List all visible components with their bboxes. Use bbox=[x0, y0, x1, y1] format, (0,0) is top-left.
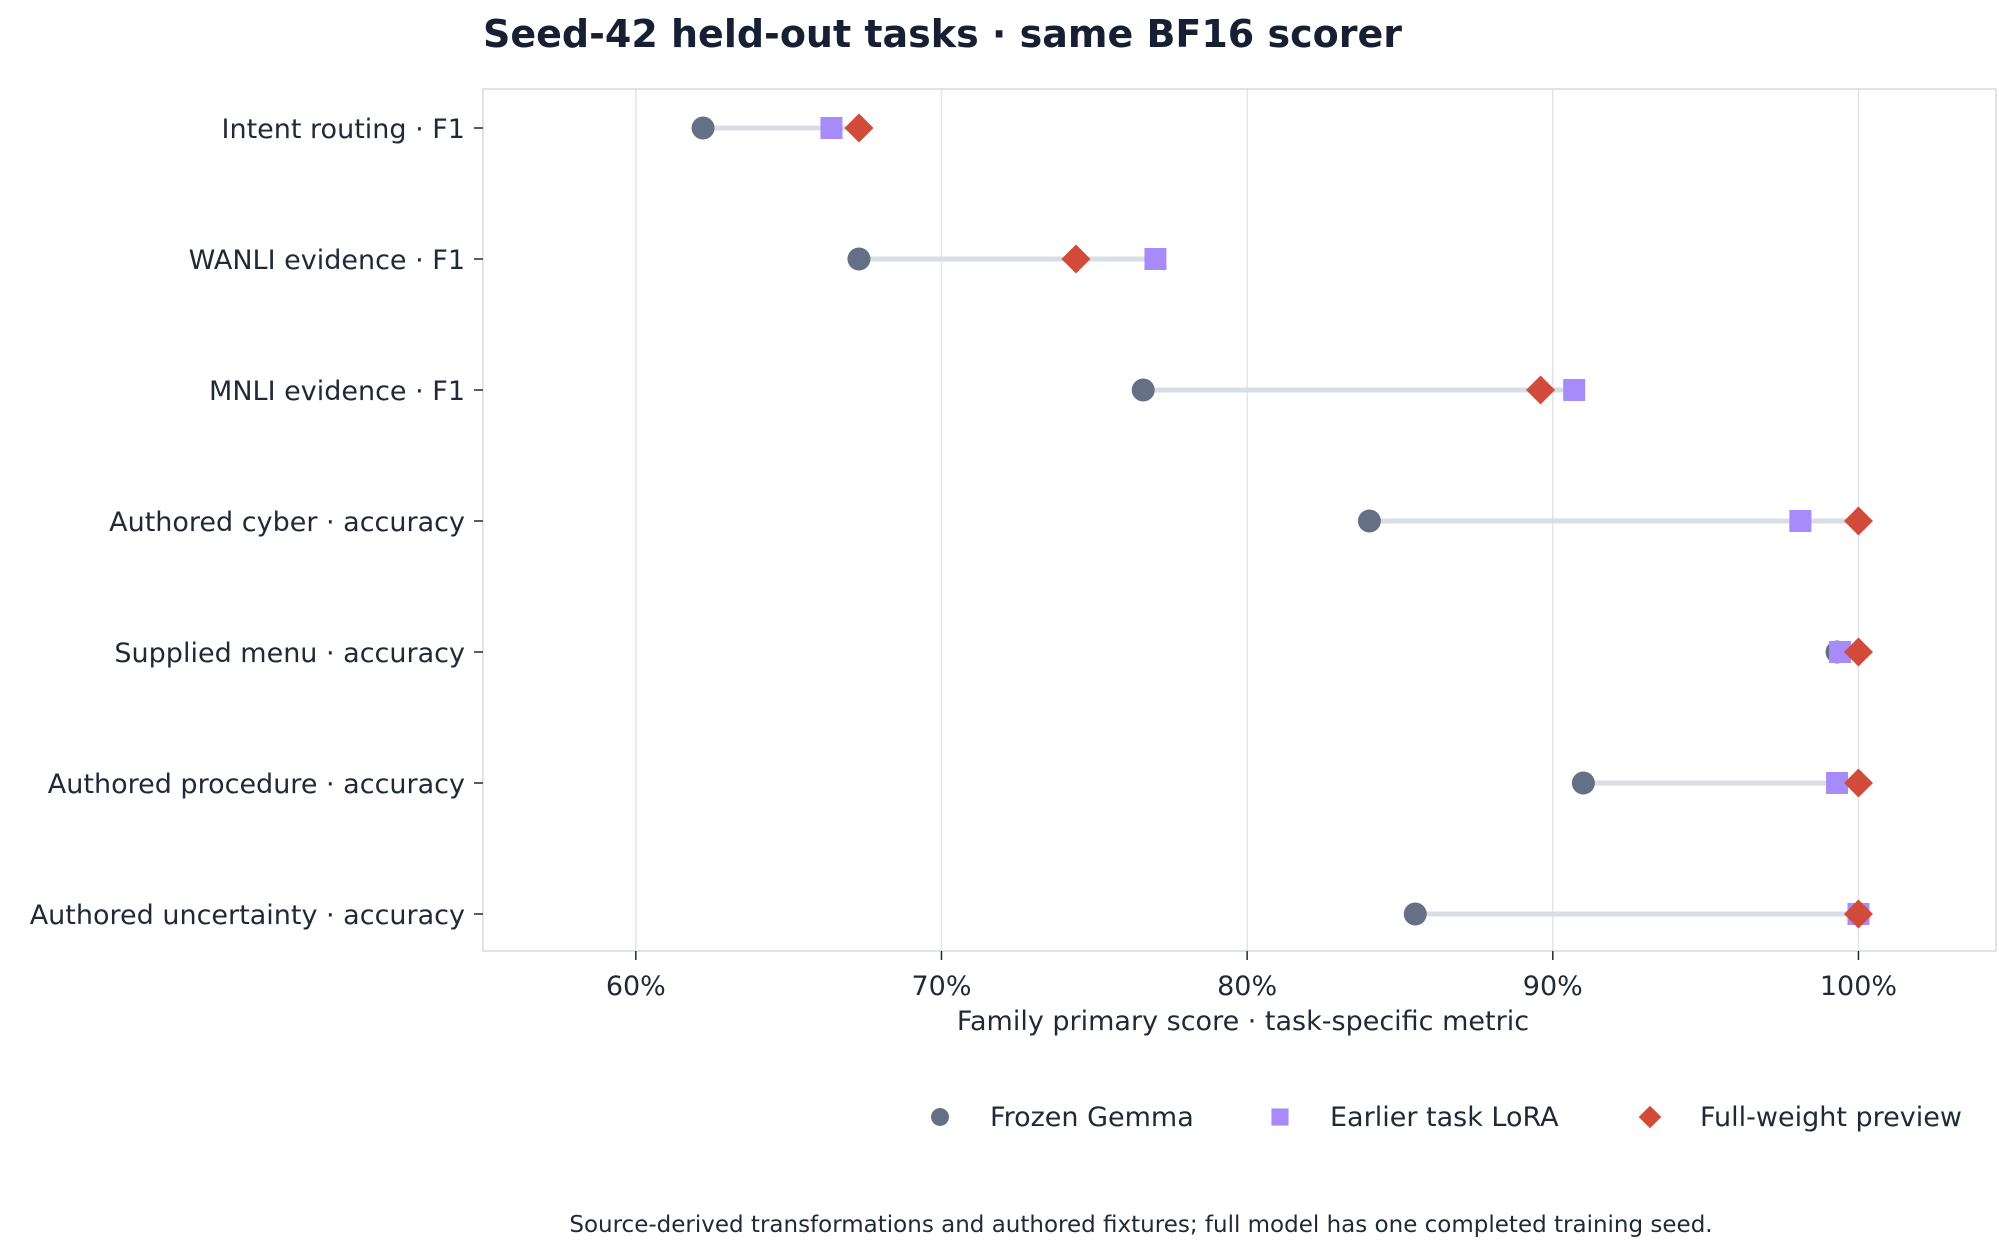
x-tick-label: 60% bbox=[606, 971, 666, 1002]
data-point bbox=[1843, 637, 1873, 667]
x-tick-label: 70% bbox=[911, 971, 971, 1002]
legend-marker bbox=[1638, 1105, 1662, 1129]
category-label: Authored procedure · accuracy bbox=[48, 769, 465, 800]
category-labels: Intent routing · F1 WANLI evidence · F1 MN… bbox=[30, 114, 483, 931]
category-label: WANLI evidence · F1 bbox=[189, 245, 465, 276]
x-axis-ticks: 60% 70% 80% 90% 100% bbox=[606, 951, 1897, 1002]
data-point bbox=[1357, 509, 1381, 533]
data-point bbox=[820, 117, 843, 139]
legend-marker bbox=[931, 1108, 949, 1126]
category-label: Supplied menu · accuracy bbox=[114, 638, 465, 669]
data-point bbox=[1843, 768, 1873, 798]
data-point bbox=[1843, 899, 1873, 929]
category-label: Authored uncertainty · accuracy bbox=[30, 900, 465, 931]
legend-marker bbox=[1271, 1108, 1289, 1126]
data-point bbox=[1789, 510, 1812, 532]
x-tick-label: 100% bbox=[1820, 971, 1897, 1002]
x-tick-label: 80% bbox=[1217, 971, 1277, 1002]
plot-frame bbox=[482, 88, 1997, 952]
legend-label: Earlier task LoRA bbox=[1330, 1102, 1559, 1133]
x-axis-label: Family primary score · task-specific met… bbox=[957, 1006, 1529, 1037]
data-marks bbox=[691, 113, 1873, 929]
data-point bbox=[1843, 506, 1873, 536]
connectors bbox=[700, 125, 1861, 917]
legend: Frozen Gemma Earlier task LoRA Full-weight… bbox=[931, 1102, 1962, 1133]
data-point bbox=[1131, 378, 1155, 402]
chart-title: Seed-42 held-out tasks · same BF16 score… bbox=[483, 12, 1402, 56]
legend-label: Frozen Gemma bbox=[990, 1102, 1194, 1133]
x-tick-label: 90% bbox=[1523, 971, 1583, 1002]
data-point bbox=[1826, 772, 1849, 794]
data-point bbox=[1829, 641, 1852, 663]
category-label: MNLI evidence · F1 bbox=[209, 376, 465, 407]
data-point bbox=[1563, 379, 1586, 401]
data-point bbox=[1571, 771, 1595, 795]
data-point bbox=[1526, 375, 1556, 405]
data-point bbox=[844, 113, 874, 143]
data-point bbox=[691, 116, 715, 140]
category-label: Intent routing · F1 bbox=[222, 114, 466, 145]
caption: Source-derived transformations and autho… bbox=[569, 1212, 1712, 1238]
legend-label: Full-weight preview bbox=[1700, 1102, 1962, 1133]
category-label: Authored cyber · accuracy bbox=[109, 507, 465, 538]
data-point bbox=[847, 247, 871, 271]
data-point bbox=[1144, 248, 1167, 270]
data-point bbox=[1061, 244, 1091, 274]
data-point bbox=[1403, 902, 1427, 926]
